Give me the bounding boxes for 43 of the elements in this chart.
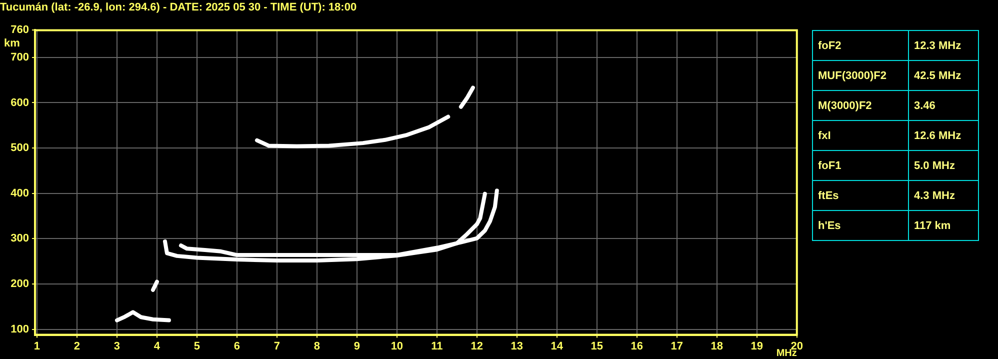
y-tick-label: 100 <box>10 323 29 336</box>
x-tick-label: 9 <box>354 340 360 352</box>
x-tick-label: 10 <box>390 340 404 352</box>
y-tick-label: 760 <box>10 24 29 36</box>
text: 117 km <box>908 210 978 240</box>
text: fxI <box>812 120 908 150</box>
y-tick-label: 500 <box>10 142 29 154</box>
text: 5.0 MHz <box>908 150 978 180</box>
text: M(3000)F2 <box>812 90 908 120</box>
y-tick-label: 700 <box>10 51 29 64</box>
text: 42.5 MHz <box>908 60 978 90</box>
text: 3.46 <box>908 90 978 120</box>
y-tick-label: 300 <box>10 232 29 245</box>
text: 12.3 MHz <box>908 30 978 60</box>
text: MUF(3000)F2 <box>812 60 908 90</box>
x-tick-label: 2 <box>74 340 80 352</box>
x-tick-label: 11 <box>431 340 443 352</box>
chart-title: Tucumán (lat: -26.9, lon: 294.6) - DATE: 2025 05 30 - TIME (UT): 18:00 <box>0 2 357 14</box>
text: 4.3 MHz <box>908 180 978 210</box>
text: foF2 <box>812 30 908 60</box>
text: ftEs <box>812 180 908 210</box>
x-tick-label: 18 <box>710 340 724 352</box>
x-tick-label: 4 <box>154 340 161 352</box>
y-tick-label: 400 <box>10 187 29 200</box>
x-tick-label: 8 <box>314 340 320 352</box>
x-tick-label: 17 <box>670 340 684 352</box>
x-tick-label: 5 <box>194 340 200 352</box>
x-tick-label: 12 <box>470 340 484 352</box>
text: 12.6 MHz <box>908 120 978 150</box>
text: h'Es <box>812 210 908 240</box>
x-tick-label: 3 <box>114 340 120 352</box>
x-tick-label: 7 <box>274 340 280 352</box>
y-axis-title: km <box>4 38 20 50</box>
x-tick-label: 14 <box>550 340 564 352</box>
x-tick-label: 1 <box>34 340 40 352</box>
x-tick-label: 6 <box>234 340 240 352</box>
x-tick-label: 16 <box>630 340 644 352</box>
x-tick-label: 15 <box>590 340 604 352</box>
text: foF1 <box>812 150 908 180</box>
y-tick-label: 200 <box>10 278 29 290</box>
x-tick-label: 19 <box>750 340 764 352</box>
x-tick-label: 13 <box>510 340 524 352</box>
y-tick-label: 600 <box>10 96 29 109</box>
